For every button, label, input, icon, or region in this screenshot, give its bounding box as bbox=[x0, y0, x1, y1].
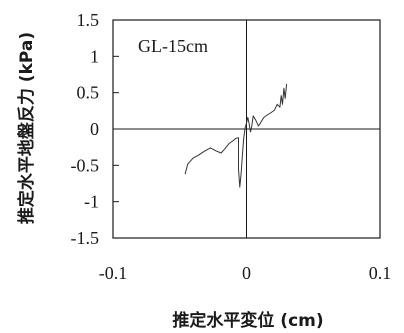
ticks: 1.5 1 0.5 0 -0.5 -1 -1.5 -0.1 0 0.1 bbox=[71, 10, 392, 283]
x-axis-title: 推定水平変位 (cm) bbox=[172, 310, 323, 331]
series-line-1 bbox=[184, 83, 288, 188]
y-tick-label: -1 bbox=[84, 192, 99, 212]
annotation-label: GL-15cm bbox=[138, 36, 208, 56]
x-tick-label: 0.1 bbox=[369, 263, 392, 283]
series bbox=[184, 83, 288, 188]
x-tick-label: 0 bbox=[242, 263, 251, 283]
y-tick-label: 1.5 bbox=[77, 10, 100, 30]
y-tick-label: -0.5 bbox=[71, 155, 100, 175]
y-tick-label: 0 bbox=[90, 119, 99, 139]
y-tick-label: -1.5 bbox=[71, 228, 100, 248]
y-tick-label: 1 bbox=[90, 46, 99, 66]
y-tick-label: 0.5 bbox=[77, 83, 100, 103]
x-tick-label: -0.1 bbox=[99, 263, 128, 283]
y-axis-title: 推定水平地盤反力 (kPa) bbox=[16, 32, 37, 224]
